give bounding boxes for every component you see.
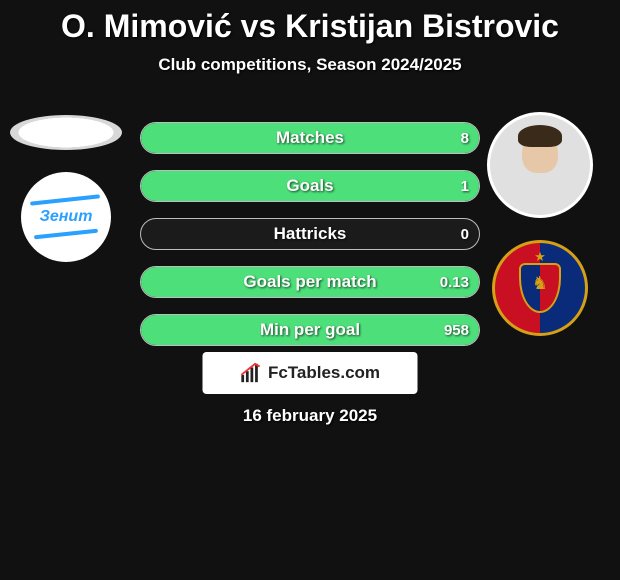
stat-bar-value-right: 0.13 [440, 267, 469, 297]
chart-icon [240, 362, 262, 384]
stat-bar-value-right: 1 [461, 171, 469, 201]
brand-text: FcTables.com [268, 363, 380, 383]
player-left-column: Зенит [6, 115, 126, 262]
stat-bar: Matches8 [140, 122, 480, 154]
club-badge-zenit: Зенит [21, 172, 111, 262]
footer-date: 16 february 2025 [0, 406, 620, 426]
page-subtitle: Club competitions, Season 2024/2025 [0, 55, 620, 75]
stat-bar-value-right: 0 [461, 219, 469, 249]
brand-badge[interactable]: FcTables.com [203, 352, 418, 394]
stats-bars: Matches8Goals1Hattricks0Goals per match0… [140, 122, 480, 362]
stat-bar-label: Min per goal [141, 315, 479, 345]
stat-bar-value-right: 8 [461, 123, 469, 153]
club-badge-cska: ★ ♞ [492, 240, 588, 336]
club-badge-zenit-text: Зенит [40, 208, 93, 226]
stat-bar-label: Goals per match [141, 267, 479, 297]
stat-bar: Hattricks0 [140, 218, 480, 250]
horse-icon: ♞ [532, 273, 548, 294]
page-title: O. Mimović vs Kristijan Bistrovic [0, 0, 620, 45]
player-left-avatar [10, 115, 122, 150]
player-right-column: ★ ♞ [480, 112, 600, 336]
stat-bar: Goals per match0.13 [140, 266, 480, 298]
stat-bar-label: Matches [141, 123, 479, 153]
stat-bar-label: Hattricks [141, 219, 479, 249]
stat-bar-label: Goals [141, 171, 479, 201]
stat-bar: Min per goal958 [140, 314, 480, 346]
player-right-avatar [487, 112, 593, 218]
comparison-card: O. Mimović vs Kristijan Bistrovic Club c… [0, 0, 620, 580]
stat-bar: Goals1 [140, 170, 480, 202]
stat-bar-value-right: 958 [444, 315, 469, 345]
